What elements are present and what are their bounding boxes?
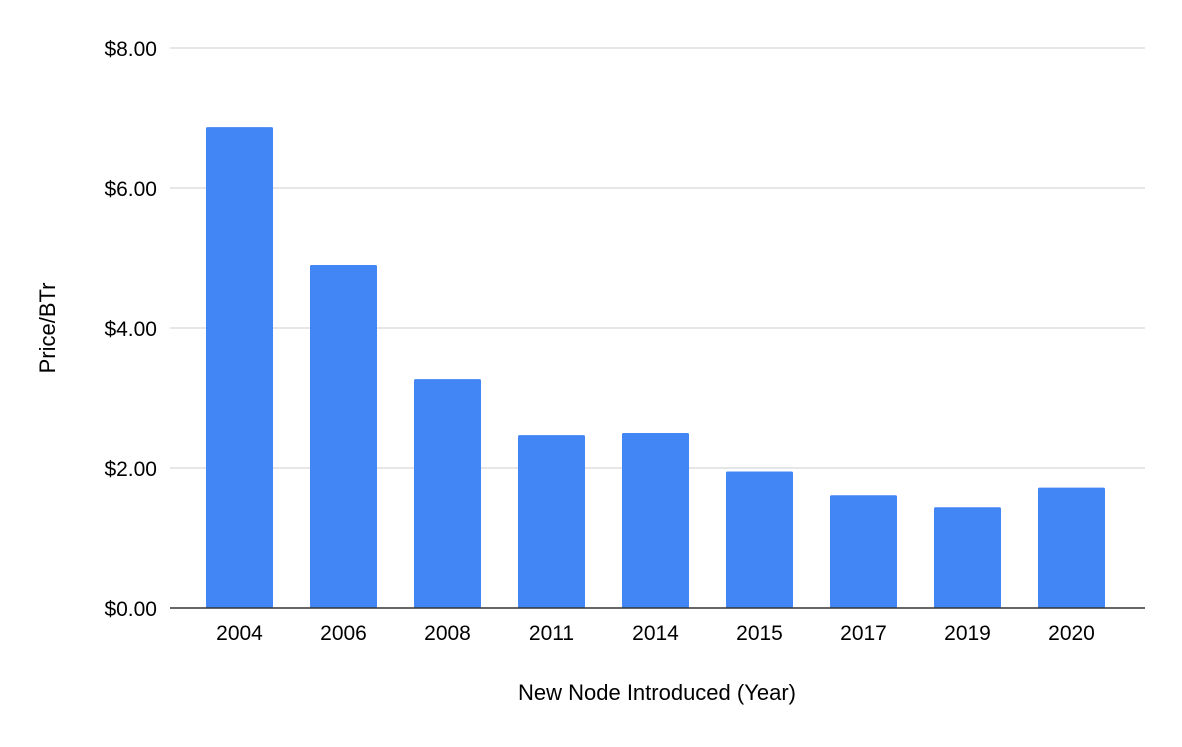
bar bbox=[518, 435, 585, 608]
bar bbox=[622, 433, 689, 608]
bar bbox=[726, 471, 793, 608]
y-tick-label: $2.00 bbox=[104, 458, 157, 481]
x-tick-label: 2011 bbox=[529, 622, 574, 645]
bar bbox=[414, 379, 481, 608]
x-tick-label: 2019 bbox=[944, 622, 991, 645]
x-tick-label: 2006 bbox=[320, 622, 367, 645]
y-axis-title: Price/BTr bbox=[35, 283, 60, 374]
bar bbox=[934, 507, 1001, 608]
y-tick-label: $8.00 bbox=[104, 38, 157, 61]
x-tick-label: 2004 bbox=[216, 622, 263, 645]
x-axis-title: New Node Introduced (Year) bbox=[518, 680, 796, 705]
x-tick-label: 2017 bbox=[840, 622, 887, 645]
y-tick-label: $0.00 bbox=[104, 598, 157, 621]
bar bbox=[310, 265, 377, 608]
y-axis-ticks: $0.00 $2.00 $4.00 $6.00 $8.00 bbox=[104, 38, 157, 621]
bar bbox=[1038, 487, 1105, 608]
bar bbox=[206, 127, 273, 608]
bars bbox=[206, 127, 1105, 608]
x-tick-label: 2008 bbox=[424, 622, 471, 645]
y-tick-label: $4.00 bbox=[104, 318, 157, 341]
y-tick-label: $6.00 bbox=[104, 178, 157, 201]
x-tick-label: 2014 bbox=[632, 622, 679, 645]
x-tick-label: 2020 bbox=[1048, 622, 1095, 645]
x-tick-label: 2015 bbox=[736, 622, 783, 645]
x-axis-ticks: 2004 2006 2008 2011 2014 2015 2017 2019 2020 bbox=[216, 622, 1095, 645]
bar bbox=[830, 495, 897, 608]
